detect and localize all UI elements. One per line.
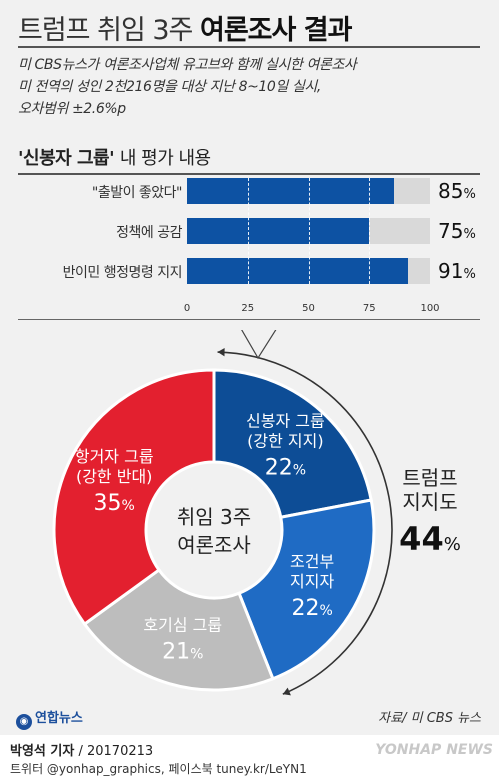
gridline xyxy=(369,178,371,284)
section-title-rest: 내 평가 내용 xyxy=(119,148,211,169)
infographic-card: 트럼프 취임 3주 여론조사 결과 미 CBS뉴스가 여론조사업체 유고브와 함… xyxy=(0,0,499,735)
x-tick-label: 25 xyxy=(241,303,255,314)
slice-label: 항거자 그룹 xyxy=(75,447,154,466)
bar-track xyxy=(187,218,430,244)
section-divider xyxy=(18,173,480,175)
slice-label: 지지자 xyxy=(290,572,334,591)
slice-label: 조건부 xyxy=(290,552,334,571)
slice-label: (강한 반대) xyxy=(76,467,152,486)
gridline xyxy=(247,178,249,284)
subtitle-line: 미 전역의 성인 2천216명을 대상 지난 8~10일 실시, xyxy=(18,79,321,95)
title-light: 트럼프 취임 3주 xyxy=(18,15,193,46)
bar-label: 정책에 공감 xyxy=(116,225,182,241)
support-bracket xyxy=(217,351,393,695)
subtitle-line: 미 CBS뉴스가 여론조사업체 유고브와 함께 실시한 여론조사 xyxy=(18,57,357,73)
pie-slice xyxy=(237,498,376,681)
bar xyxy=(187,178,394,204)
bracket-arrowhead xyxy=(217,347,225,357)
section-title: '신봉자 그룹' 내 평가 내용 xyxy=(18,144,211,170)
title-divider xyxy=(18,46,480,48)
social-credit: 트위터 @yonhap_graphics, 페이스북 tuney.kr/LeYN… xyxy=(10,762,307,776)
bar-value-label: 85% xyxy=(438,179,476,203)
bracket-arrowhead xyxy=(282,687,291,696)
callout-connector xyxy=(241,330,277,360)
pie-slice xyxy=(212,368,373,520)
x-tick-label: 50 xyxy=(302,303,315,314)
publish-date: / 20170213 xyxy=(78,744,154,759)
page-title: 트럼프 취임 3주 여론조사 결과 xyxy=(18,8,352,47)
bar-label: "출발이 좋았다" xyxy=(91,185,183,201)
slice-value-label: 22% xyxy=(291,596,332,621)
slice-value-label: 35% xyxy=(94,491,135,516)
yonhap-logo: ◉ 연합뉴스 xyxy=(16,707,83,730)
x-tick-label: 100 xyxy=(420,303,440,314)
bar-value-label: 75% xyxy=(438,219,476,243)
bar xyxy=(187,218,370,244)
slice-label: 호기심 그룹 xyxy=(143,616,222,635)
slice-value-label: 22% xyxy=(265,456,306,481)
chart-divider xyxy=(18,319,480,320)
gridline xyxy=(308,178,310,284)
support-label: 지지도 xyxy=(402,490,457,514)
support-label: 트럼프 xyxy=(402,466,457,490)
pie-slice xyxy=(52,368,216,627)
bar-value-label: 91% xyxy=(438,259,476,283)
x-tick-label: 75 xyxy=(362,303,376,314)
slice-value-label: 21% xyxy=(162,640,203,665)
slice-label: 신봉자 그룹 xyxy=(246,412,325,431)
reporter-credit: 박영석 기자 / 20170213 xyxy=(10,740,153,759)
yonhap-watermark: YONHAP NEWS xyxy=(375,742,493,758)
donut-center-label: 여론조사 xyxy=(177,533,251,557)
slice-label: (강한 지지) xyxy=(247,432,323,451)
title-bold: 여론조사 결과 xyxy=(199,15,352,46)
logo-text: 연합뉴스 xyxy=(35,711,83,726)
bar-label: 반이민 행정명령 지지 xyxy=(62,265,183,281)
bar xyxy=(187,258,409,284)
reporter-name: 박영석 기자 xyxy=(10,744,75,759)
subtitle-line: 오차범위 ±2.6%p xyxy=(18,101,126,117)
support-value: 44% xyxy=(399,520,461,558)
x-tick-label: 0 xyxy=(183,303,191,314)
source-note: 자료/ 미 CBS 뉴스 xyxy=(378,711,481,726)
subtitle: 미 CBS뉴스가 여론조사업체 유고브와 함께 실시한 여론조사 미 전역의 성… xyxy=(18,54,478,120)
section-title-quoted: '신봉자 그룹' xyxy=(18,148,115,169)
pie-slice xyxy=(82,567,275,692)
logo-icon: ◉ xyxy=(16,714,32,730)
donut-center-label: 취임 3주 xyxy=(177,505,251,529)
